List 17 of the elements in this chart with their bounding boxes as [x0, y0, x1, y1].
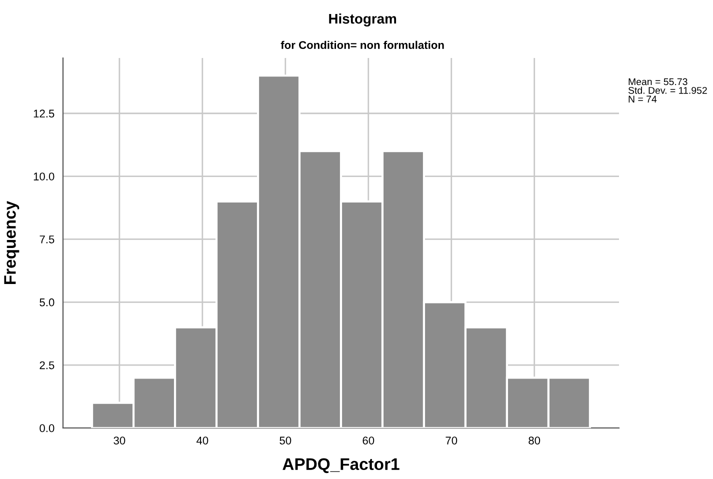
chart-subtitle: for Condition= non formulation [280, 40, 444, 49]
x-tick-label: 30 [114, 436, 126, 444]
x-tick-label: 70 [446, 436, 458, 444]
x-tick-label: 60 [362, 436, 374, 444]
y-tick-label: 2.5 [40, 361, 54, 370]
y-tick-label: 0.0 [40, 424, 54, 432]
x-tick-label: 80 [528, 436, 540, 444]
y-tick-label: 7.5 [40, 236, 54, 244]
text: Mean = 55.73 Std. Dev. = 11.952 N = 74 [628, 78, 707, 102]
x-tick-label: 50 [280, 436, 292, 444]
x-tick-label: 40 [196, 436, 208, 444]
y-tick-label: 12.5 [34, 110, 54, 118]
y-axis-title: Frequency [4, 200, 20, 284]
chart-title: Histogram [329, 13, 396, 27]
y-tick-label: 10.0 [34, 172, 54, 180]
x-axis-title: APDQ_Factor1 [282, 458, 400, 474]
y-tick-label: 5.0 [40, 298, 54, 306]
